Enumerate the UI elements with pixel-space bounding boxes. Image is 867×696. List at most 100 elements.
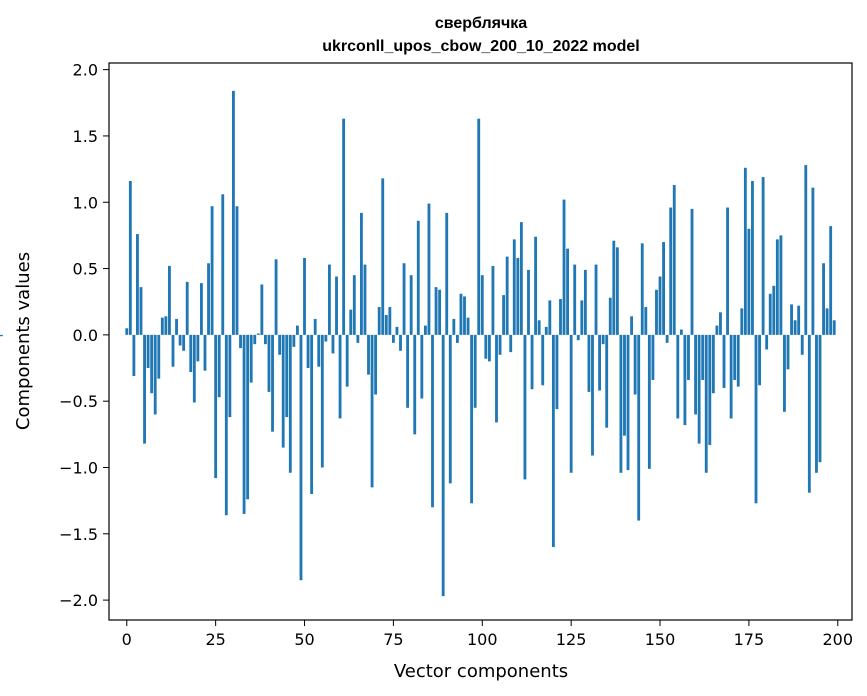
bar-152 [665,334,669,343]
y-tick-label-4: 0.0 [73,326,98,345]
bar-193 [811,187,815,335]
bar-75 [391,334,395,343]
bar-62 [345,334,349,387]
y-tick-label-6: 1.0 [73,193,98,212]
bar-166 [715,325,719,335]
bar-42 [274,259,278,335]
x-axis-ticks: 0 25 50 75 100 125 150 175 200 [122,620,853,649]
bar-85 [427,203,431,335]
bar-34 [246,334,250,500]
bar-145 [640,243,644,335]
bar-81 [413,334,417,435]
bar-162 [701,334,705,380]
bar-105 [498,334,502,355]
bar-164 [708,334,712,445]
bar-10 [160,317,164,335]
bar-122 [559,299,562,335]
bar-96 [466,317,470,335]
bar-77 [399,334,402,351]
bar-170 [729,334,733,419]
bar-112 [523,334,527,480]
bar-192 [807,334,811,493]
bar-153 [669,207,673,335]
bar-16 [182,334,186,351]
bar-129 [583,269,587,335]
bar-15 [178,334,182,346]
bar-169 [726,207,729,335]
bar-132 [594,264,598,335]
bar-30 [232,90,235,335]
bar-146 [644,307,648,335]
bar-12 [168,265,171,335]
bar-179 [761,177,765,335]
bar-199 [832,320,836,335]
bar-143 [633,334,637,395]
chart-title-line-2: ukrconll_upos_cbow_200_10_2022 model [322,38,639,55]
plot-frame [108,62,853,621]
y-tick-label-5: 0.5 [73,260,98,279]
bar-92 [452,318,456,335]
bar-29 [228,334,232,418]
bar-47 [292,334,296,347]
bar-48 [295,325,299,335]
bar-168 [722,334,726,388]
bar-149 [655,289,658,335]
bar-110 [516,257,520,335]
bar-79 [406,334,410,408]
bar-159 [690,208,694,335]
bar-177 [754,334,758,504]
bar-117 [541,334,545,386]
bar-142 [630,316,634,335]
bar-158 [687,334,690,380]
bar-115 [534,236,538,335]
bar-144 [637,334,641,521]
bar-11 [164,316,168,335]
bar-52 [310,334,314,495]
bar-136 [608,297,612,335]
bar-20 [196,334,200,362]
bar-120 [551,334,555,548]
bar-160 [694,334,697,415]
bar-194 [815,334,818,473]
bar-58 [331,334,335,354]
bar-73 [384,314,388,335]
bar-43 [278,334,282,355]
bar-156 [679,329,683,335]
bar-171 [733,334,737,380]
bar-175 [747,228,751,335]
bar-7 [150,334,154,394]
x-tick-label-200: 200 [823,630,854,649]
bar-141 [626,334,630,471]
bar-151 [662,242,665,335]
bar-118 [544,326,548,335]
bar-87 [434,287,438,335]
bar-61 [342,118,346,335]
bar-41 [271,334,274,432]
bar-184 [779,235,783,335]
bar-133 [598,334,602,391]
bar-86 [431,334,434,508]
bar-178 [758,334,761,386]
bar-63 [349,309,353,335]
x-tick-label-175: 175 [734,630,765,649]
bar-2 [132,334,136,376]
bar-4 [139,287,143,335]
bar-54 [317,334,321,367]
bar-67 [363,264,367,335]
bar-55 [320,334,324,468]
bar-18 [189,334,193,372]
bar-154 [672,185,676,335]
bar-50 [303,257,306,335]
bar-135 [605,334,609,428]
bar-190 [800,334,804,355]
bar-23 [207,263,210,335]
bar-195 [818,334,822,463]
bar-128 [580,300,584,335]
bar-138 [615,247,619,335]
bar-167 [719,312,722,335]
bar-6 [146,334,150,369]
bar-161 [697,334,701,444]
bar-36 [253,334,257,345]
bar-33 [242,334,246,514]
